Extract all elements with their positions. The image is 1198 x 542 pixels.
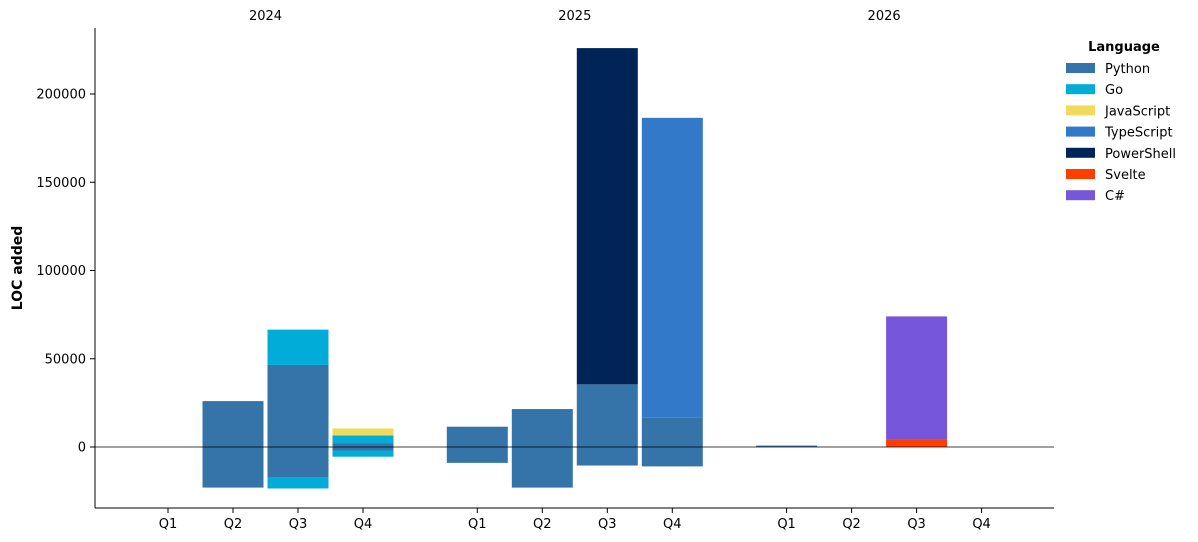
bar-segment	[511, 447, 573, 488]
bar-segment	[641, 417, 703, 447]
x-tick-label: Q2	[533, 517, 552, 532]
x-tick-label: Q1	[777, 517, 796, 532]
legend-label: Python	[1105, 62, 1150, 77]
bar-segment	[267, 447, 329, 478]
legend-label: Svelte	[1105, 168, 1146, 183]
x-tick-label: Q4	[354, 517, 373, 532]
legend: Language Python Go JavaScript TypeScript Pow…	[1066, 40, 1176, 204]
y-tick-label: 50000	[45, 352, 86, 367]
legend-swatch	[1066, 63, 1095, 73]
bar-segment	[641, 117, 703, 418]
legend-swatch	[1066, 105, 1095, 116]
legend-label: PowerShell	[1105, 147, 1176, 162]
bar-segment	[332, 428, 394, 436]
bar-segment	[202, 401, 264, 447]
year-label-layer: 2024 2025 2026	[249, 9, 901, 24]
bar-segment	[267, 477, 329, 489]
x-tick-label: Q3	[289, 517, 308, 532]
bar-segment	[446, 447, 508, 463]
bar-segment	[202, 447, 264, 488]
year-label: 2026	[868, 9, 901, 24]
y-tick-layer: 0 50000 100000 150000 200000	[36, 88, 95, 456]
y-tick-label: 100000	[36, 264, 86, 279]
bar-segment	[332, 447, 394, 451]
bar-segment	[332, 435, 394, 444]
legend-items: Python Go JavaScript TypeScript PowerShell Sv…	[1066, 62, 1176, 204]
y-tick-label: 200000	[36, 88, 86, 103]
year-label: 2025	[558, 9, 591, 24]
bar-segment	[756, 445, 818, 447]
x-tick-label: Q3	[598, 517, 617, 532]
x-tick-layer: Q1 Q2 Q3 Q4 Q1 Q2 Q3 Q4 Q1 Q2 Q3 Q4	[159, 508, 991, 532]
bar-segment	[267, 329, 329, 365]
legend-label: TypeScript	[1104, 126, 1173, 141]
y-tick-label: 0	[78, 441, 86, 456]
bar-segment	[576, 384, 638, 447]
bar-layer	[202, 48, 948, 489]
bar-segment	[576, 48, 638, 385]
x-tick-label: Q4	[663, 517, 682, 532]
x-tick-label: Q2	[224, 517, 243, 532]
bar-segment	[267, 364, 329, 447]
legend-swatch	[1066, 84, 1095, 95]
bar-segment	[446, 426, 508, 447]
year-label: 2024	[249, 9, 282, 24]
bar-segment	[332, 450, 394, 457]
y-tick-label: 150000	[36, 176, 86, 191]
bar-segment	[332, 443, 394, 447]
legend-swatch	[1066, 126, 1095, 137]
bar-segment	[576, 447, 638, 466]
y-axis-title: LOC added	[10, 226, 26, 310]
legend-label: JavaScript	[1104, 104, 1170, 119]
bar-segment	[886, 439, 948, 447]
x-tick-label: Q1	[159, 517, 178, 532]
bar-segment	[886, 316, 948, 440]
legend-swatch	[1066, 169, 1095, 179]
x-tick-label: Q4	[972, 517, 991, 532]
x-tick-label: Q2	[842, 517, 861, 532]
legend-swatch	[1066, 147, 1095, 158]
legend-label: Go	[1105, 83, 1123, 98]
bar-segment	[641, 447, 703, 467]
legend-title: Language	[1088, 40, 1160, 55]
bar-segment	[511, 409, 573, 447]
legend-swatch	[1066, 190, 1095, 201]
x-tick-label: Q3	[907, 517, 926, 532]
x-tick-label: Q1	[468, 517, 487, 532]
legend-label: C#	[1105, 189, 1125, 204]
